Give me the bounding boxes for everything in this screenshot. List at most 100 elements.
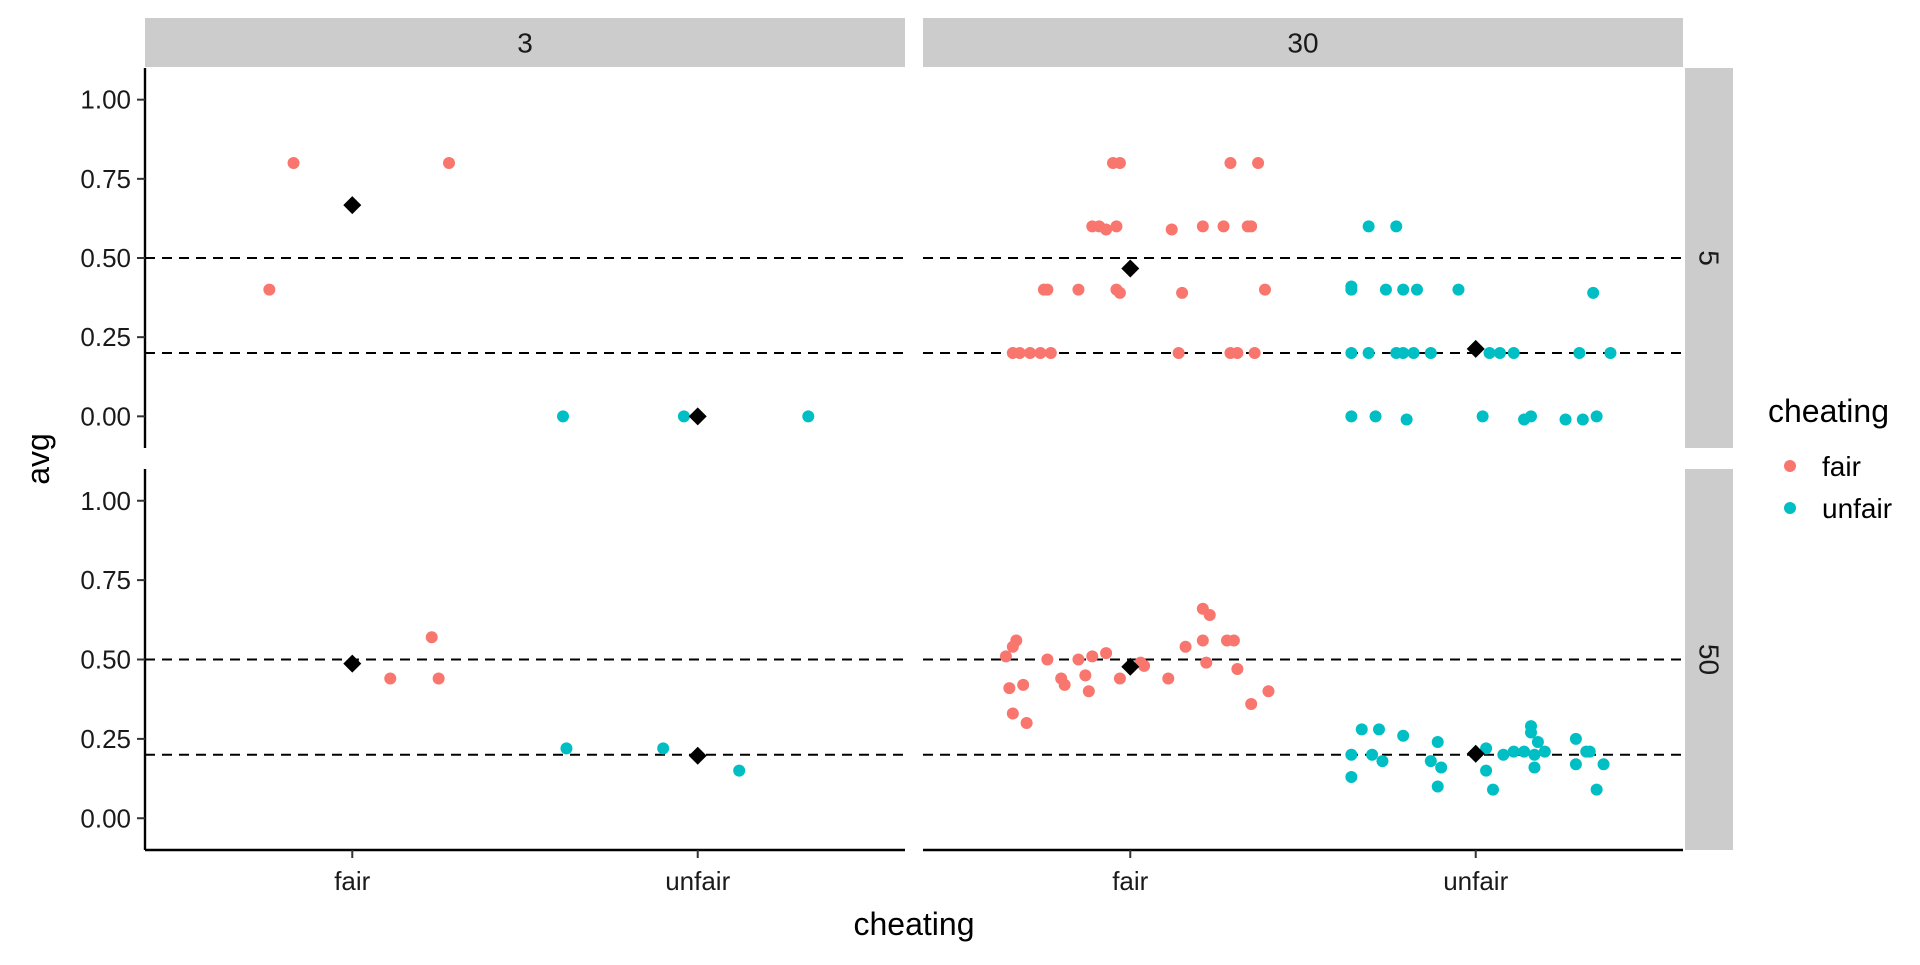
mean-marker — [688, 407, 707, 426]
data-point-unfair — [1597, 758, 1610, 771]
data-point-unfair — [1362, 347, 1375, 359]
data-point-unfair — [1576, 413, 1589, 426]
data-point-fair — [1196, 220, 1209, 233]
data-point-unfair — [1587, 286, 1600, 299]
data-point-unfair — [1355, 723, 1368, 736]
data-point-fair — [1138, 659, 1151, 672]
data-point-unfair — [1476, 410, 1489, 423]
data-point-fair — [1113, 286, 1126, 299]
data-point-fair — [1058, 678, 1071, 691]
x-tick-label: unfair — [1443, 866, 1508, 896]
data-point-fair — [443, 157, 455, 169]
x-tick-label: fair — [1112, 866, 1148, 896]
mean-marker — [343, 196, 362, 215]
data-point-unfair — [802, 410, 815, 423]
data-point-fair — [1203, 609, 1216, 622]
data-point-fair — [1259, 283, 1271, 296]
y-tick-label: 0.00 — [80, 401, 131, 431]
data-point-unfair — [1480, 764, 1493, 777]
panel-30-5 — [923, 157, 1683, 426]
data-point-unfair — [1369, 410, 1382, 423]
data-point-unfair — [1379, 283, 1392, 296]
data-point-fair — [1172, 347, 1185, 359]
data-point-fair — [1179, 640, 1192, 653]
data-point-unfair — [1400, 413, 1413, 426]
data-point-unfair — [1528, 761, 1541, 774]
data-point-fair — [1079, 669, 1092, 682]
data-point-unfair — [1397, 729, 1410, 742]
data-point-unfair — [1590, 410, 1603, 423]
legend: cheating fair unfair — [1768, 393, 1892, 524]
data-point-unfair — [560, 742, 573, 755]
data-point-unfair — [1507, 347, 1520, 359]
mean-marker — [688, 746, 707, 765]
y-tick-label: 0.50 — [80, 243, 131, 273]
data-point-unfair — [1366, 748, 1379, 761]
column-strip-label: 30 — [1287, 28, 1318, 59]
data-point-unfair — [1431, 780, 1444, 793]
data-point-unfair — [1424, 755, 1437, 768]
data-point-fair — [1176, 286, 1189, 299]
data-point-fair — [1003, 682, 1016, 695]
x-axis-title: cheating — [854, 906, 975, 942]
data-point-unfair — [1390, 220, 1403, 233]
data-point-unfair — [1345, 347, 1358, 359]
data-point-fair — [1006, 707, 1019, 720]
data-point-unfair — [1345, 280, 1358, 293]
data-point-unfair — [1397, 347, 1410, 359]
y-tick-label: 0.25 — [80, 724, 131, 754]
data-point-fair — [1165, 223, 1178, 236]
data-point-fair — [1224, 157, 1237, 169]
data-point-unfair — [657, 742, 670, 755]
data-point-unfair — [1480, 742, 1493, 755]
y-tick-label: 0.75 — [80, 164, 131, 194]
panel-3-5 — [145, 157, 905, 426]
data-point-unfair — [1528, 748, 1541, 761]
data-point-unfair — [1525, 726, 1537, 739]
legend-key-fair — [1784, 460, 1796, 472]
mean-marker — [1121, 657, 1140, 676]
data-point-unfair — [1407, 347, 1420, 359]
data-point-fair — [1162, 672, 1175, 685]
data-point-unfair — [1525, 410, 1537, 423]
y-tick-label: 1.00 — [80, 85, 131, 115]
data-point-fair — [1034, 347, 1047, 359]
data-point-unfair — [1538, 745, 1551, 758]
data-point-unfair — [1590, 783, 1603, 796]
y-tick-label: 0.75 — [80, 565, 131, 595]
data-point-unfair — [1604, 347, 1617, 359]
data-point-fair — [1100, 223, 1113, 236]
data-point-unfair — [1483, 347, 1496, 359]
data-point-fair — [1231, 663, 1244, 676]
data-point-fair — [1113, 672, 1126, 685]
mean-marker — [1121, 259, 1140, 278]
data-point-fair — [1113, 157, 1126, 169]
data-point-unfair — [1411, 283, 1423, 296]
legend-label: fair — [1822, 451, 1861, 482]
data-point-unfair — [1345, 410, 1358, 423]
data-point-unfair — [1376, 755, 1389, 768]
data-point-unfair — [1569, 758, 1582, 771]
data-point-fair — [287, 157, 300, 169]
data-point-unfair — [1424, 347, 1437, 359]
y-tick-label: 0.00 — [80, 803, 131, 833]
panel-30-50 — [923, 602, 1683, 796]
data-point-fair — [1086, 650, 1099, 663]
data-point-fair — [1110, 220, 1123, 233]
data-point-fair — [432, 672, 445, 685]
data-point-fair — [1041, 653, 1054, 666]
y-tick-label: 0.25 — [80, 322, 131, 352]
y-tick-label: 0.50 — [80, 645, 131, 675]
data-point-fair — [1245, 220, 1258, 233]
data-point-unfair — [1373, 723, 1385, 736]
data-point-fair — [1196, 634, 1209, 647]
data-point-unfair — [1431, 736, 1444, 749]
mean-marker — [1466, 744, 1485, 763]
row-strip-label: 5 — [1694, 250, 1725, 266]
legend-title: cheating — [1768, 393, 1889, 429]
column-strip-bg — [923, 18, 1683, 67]
data-point-fair — [263, 283, 276, 296]
x-tick-label: fair — [334, 866, 370, 896]
